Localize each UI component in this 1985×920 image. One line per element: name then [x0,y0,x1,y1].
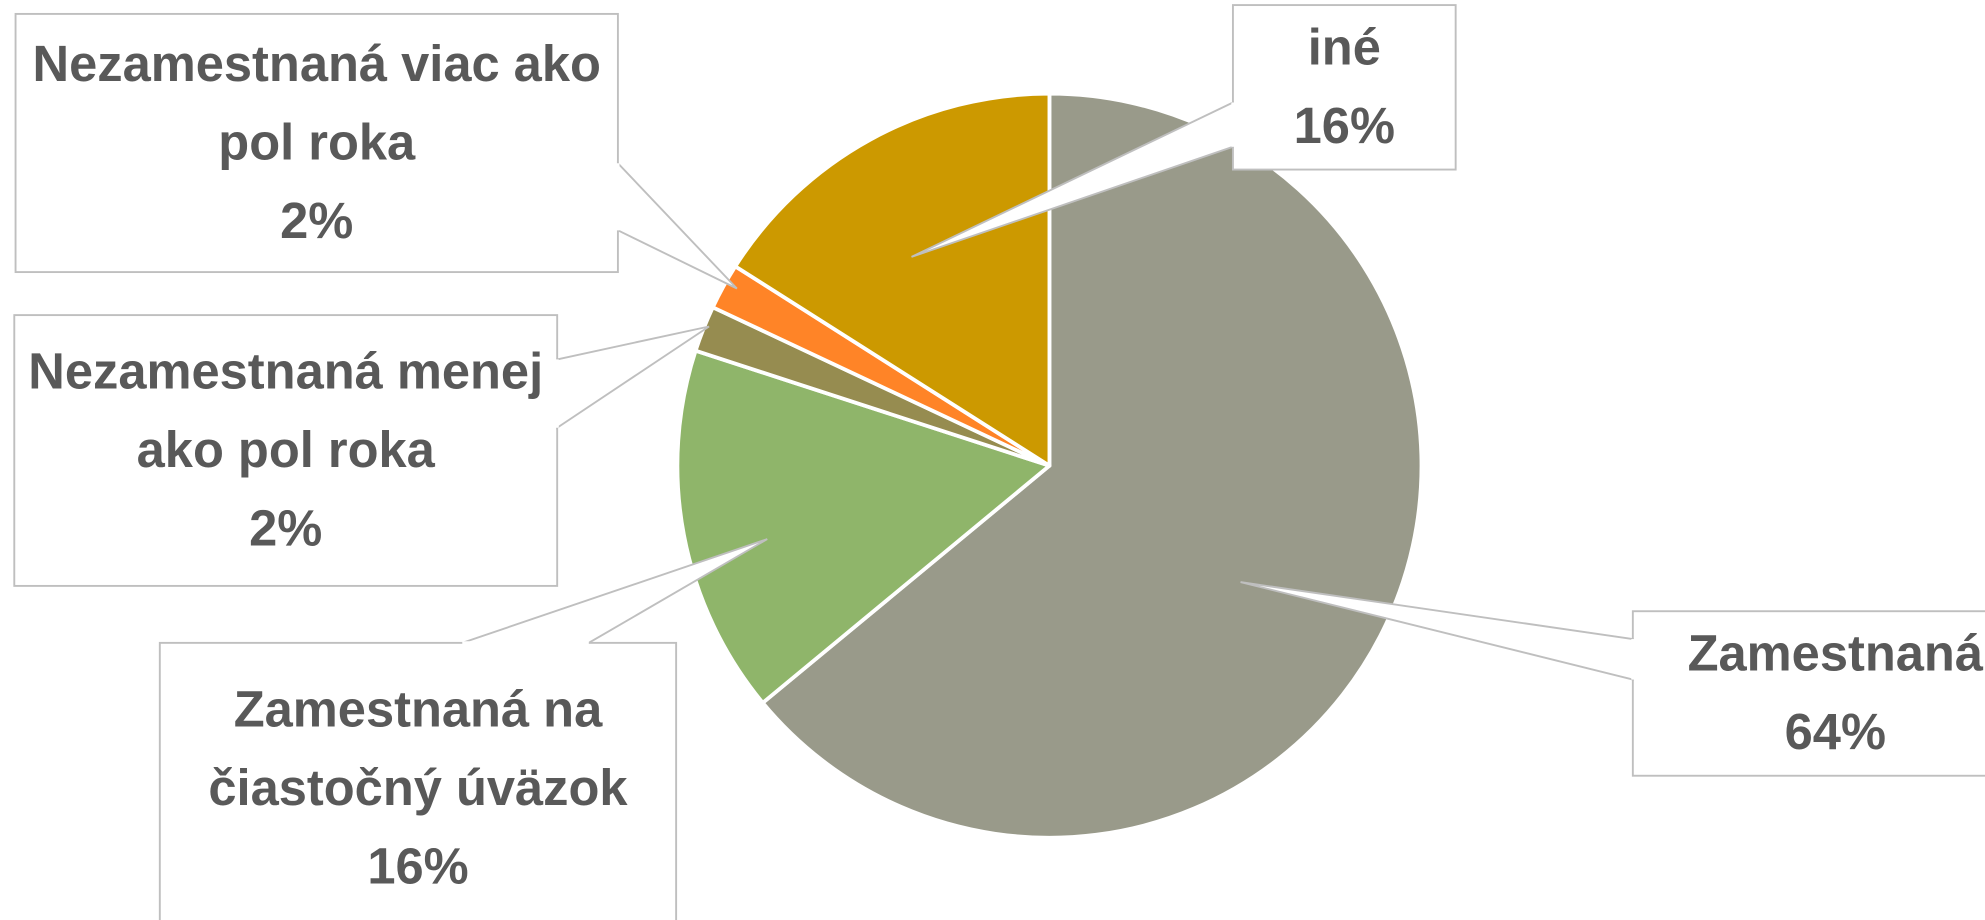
label-text: Zamestnaná na čiastočný úväzok 16% [160,643,676,920]
category-label: Nezamestnaná menej ako pol roka [28,344,544,479]
data-label: Nezamestnaná viac ako pol roka 2% [16,14,618,272]
data-label: iné 16% [1233,5,1456,170]
value-label: 64% [1784,704,1886,761]
data-label: Nezamestnaná menej ako pol roka 2% [14,315,557,586]
label-box [158,641,678,920]
label-text: Zamestnaná 64% [1633,611,1985,776]
data-label: Zamestnaná na čiastočný úväzok 16% [160,643,676,920]
data-label: Zamestnaná 64% [1633,611,1985,776]
category-label: iné [1307,20,1381,76]
label-box [1231,4,1457,171]
category-label: Zamestnaná [1687,626,1983,683]
label-text: Nezamestnaná viac ako pol roka 2% [16,14,618,272]
value-label: 2% [280,193,354,250]
label-box [14,12,619,274]
label-text: Nezamestnaná menej ako pol roka 2% [14,315,557,586]
pie-slice [675,348,1052,705]
label-box [1631,610,1985,777]
value-label: 16% [1293,98,1395,155]
category-label: Zamestnaná na čiastočný úväzok [208,682,628,817]
label-callout [616,160,738,290]
value-label: 16% [367,839,469,895]
category-label: Nezamestnaná viac ako pol roka [32,36,601,171]
label-box [13,314,559,587]
value-label: 2% [249,501,323,557]
pie-slice [733,91,1052,468]
label-text: iné 16% [1233,5,1456,170]
